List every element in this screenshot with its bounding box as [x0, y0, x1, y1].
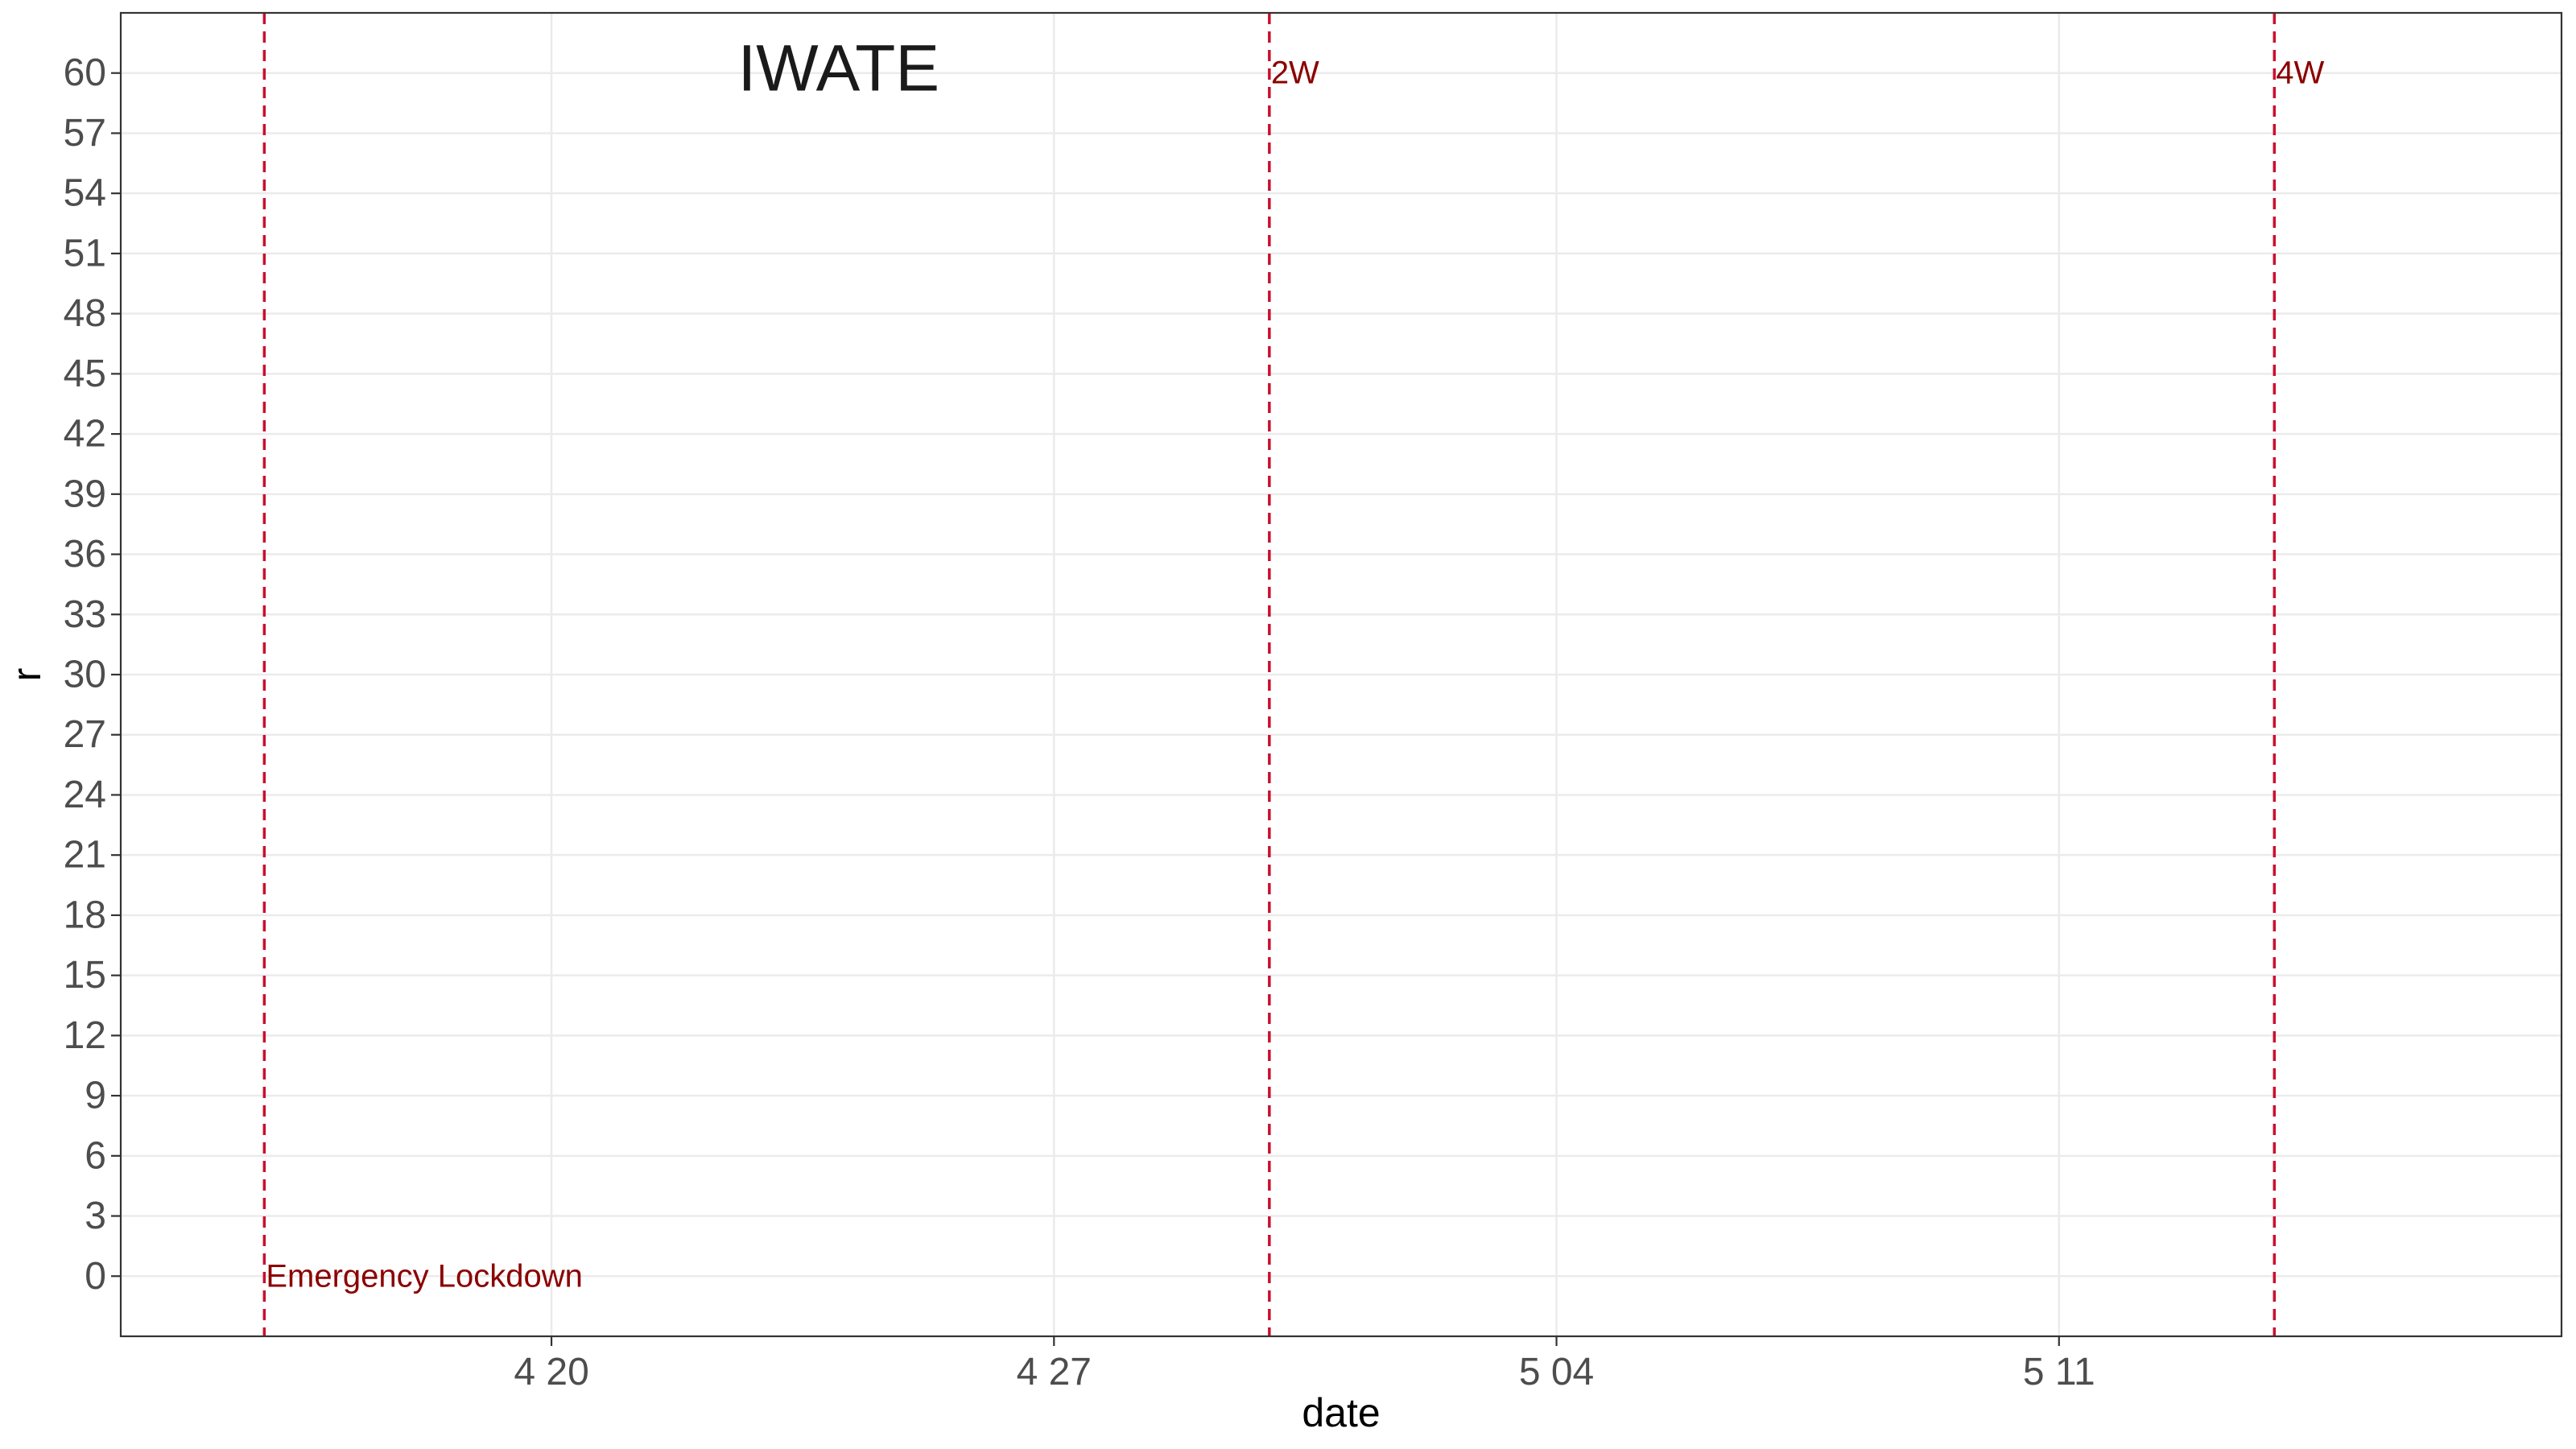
y-tick-label: 48: [64, 292, 106, 335]
grid: [121, 13, 2562, 1336]
y-tick-label: 60: [64, 52, 106, 94]
chart-title: IWATE: [737, 31, 939, 105]
x-axis-title: date: [1302, 1390, 1380, 1435]
x-tick-label: 5 11: [2023, 1351, 2095, 1393]
y-tick-label: 45: [64, 353, 106, 395]
y-tick-label: 42: [64, 413, 106, 456]
y-tick-label: 27: [64, 713, 106, 756]
y-tick-label: 54: [64, 172, 106, 215]
y-tick-label: 0: [85, 1255, 106, 1298]
y-tick-label: 57: [64, 112, 106, 155]
y-tick-label: 33: [64, 593, 106, 636]
reference-vline-label: 4W: [2276, 56, 2324, 91]
y-tick-label: 36: [64, 533, 106, 576]
x-tick-label: 4 20: [514, 1351, 588, 1393]
y-tick-label: 30: [64, 654, 106, 696]
y-tick-label: 39: [64, 473, 106, 515]
reference-lines: Emergency Lockdown 2W 4W: [262, 13, 2325, 1336]
y-tick-label: 12: [64, 1014, 106, 1057]
y-axis-title: r: [4, 668, 49, 682]
y-tick-label: 9: [85, 1075, 106, 1117]
y-tick-label: 18: [64, 894, 106, 936]
y-tick-label: 24: [64, 774, 106, 816]
x-tick-label: 5 04: [1519, 1351, 1594, 1393]
x-tick-label: 4 27: [1017, 1351, 1092, 1393]
reference-vline-label: Emergency Lockdown: [266, 1258, 583, 1294]
x-axis: 4 20 4 27 5 04 5 11: [514, 1336, 2095, 1393]
y-tick-label: 15: [64, 954, 106, 997]
y-tick-label: 51: [64, 232, 106, 275]
y-tick-label: 3: [85, 1195, 106, 1237]
reference-vline-label: 2W: [1271, 56, 1319, 91]
y-tick-label: 21: [64, 834, 106, 877]
y-tick-label: 6: [85, 1134, 106, 1177]
